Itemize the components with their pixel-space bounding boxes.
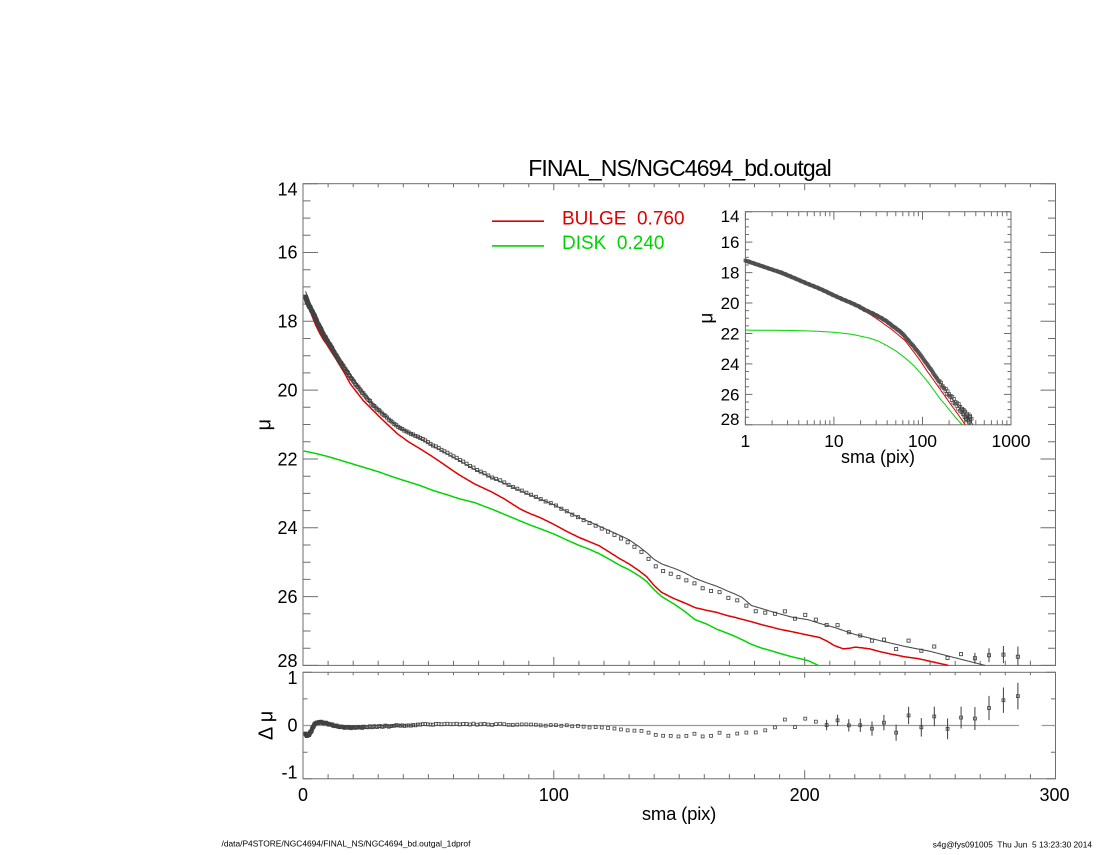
svg-text:20: 20 <box>277 380 297 400</box>
svg-text:-1: -1 <box>281 763 297 783</box>
svg-text:200: 200 <box>790 785 820 805</box>
svg-text:μ: μ <box>697 313 718 324</box>
svg-text:1000: 1000 <box>992 431 1031 451</box>
svg-text:24: 24 <box>721 355 740 374</box>
svg-text:sma (pix): sma (pix) <box>642 803 716 824</box>
svg-text:μ: μ <box>254 419 276 431</box>
svg-text:16: 16 <box>721 233 740 252</box>
svg-text:20: 20 <box>721 294 740 313</box>
svg-text:100: 100 <box>908 431 937 451</box>
svg-text:10: 10 <box>824 431 844 451</box>
svg-text:22: 22 <box>277 449 297 469</box>
svg-text:s4g@fys091005 Thu Jun 5 13:2: s4g@fys091005 Thu Jun 5 13:23:30 2014 <box>933 839 1093 849</box>
svg-text:16: 16 <box>277 243 297 263</box>
svg-text:26: 26 <box>277 587 297 607</box>
svg-text:28: 28 <box>721 410 740 429</box>
svg-text:18: 18 <box>277 312 297 332</box>
svg-text:26: 26 <box>721 385 740 404</box>
svg-text:14: 14 <box>277 179 297 199</box>
svg-text:0: 0 <box>287 716 297 736</box>
svg-text:DISK 0.240: DISK 0.240 <box>562 233 664 254</box>
svg-text:18: 18 <box>721 264 740 283</box>
svg-text:22: 22 <box>721 324 740 343</box>
svg-text:1: 1 <box>287 668 297 688</box>
svg-text:Δ μ: Δ μ <box>256 711 278 740</box>
svg-text:14: 14 <box>721 207 740 226</box>
svg-text:1: 1 <box>741 431 751 451</box>
svg-text:FINAL_NS/NGC4694_bd.outgal: FINAL_NS/NGC4694_bd.outgal <box>528 155 831 181</box>
svg-text:0: 0 <box>298 785 308 805</box>
svg-text:100: 100 <box>539 785 569 805</box>
svg-text:24: 24 <box>277 518 297 538</box>
svg-text:BULGE 0.760: BULGE 0.760 <box>562 209 685 230</box>
svg-text:28: 28 <box>277 651 297 671</box>
svg-text:/data/P4STORE/NGC4694/FINAL_NS: /data/P4STORE/NGC4694/FINAL_NS/NGC4694_b… <box>222 839 472 849</box>
svg-text:sma (pix): sma (pix) <box>841 447 915 467</box>
svg-text:300: 300 <box>1039 785 1069 805</box>
